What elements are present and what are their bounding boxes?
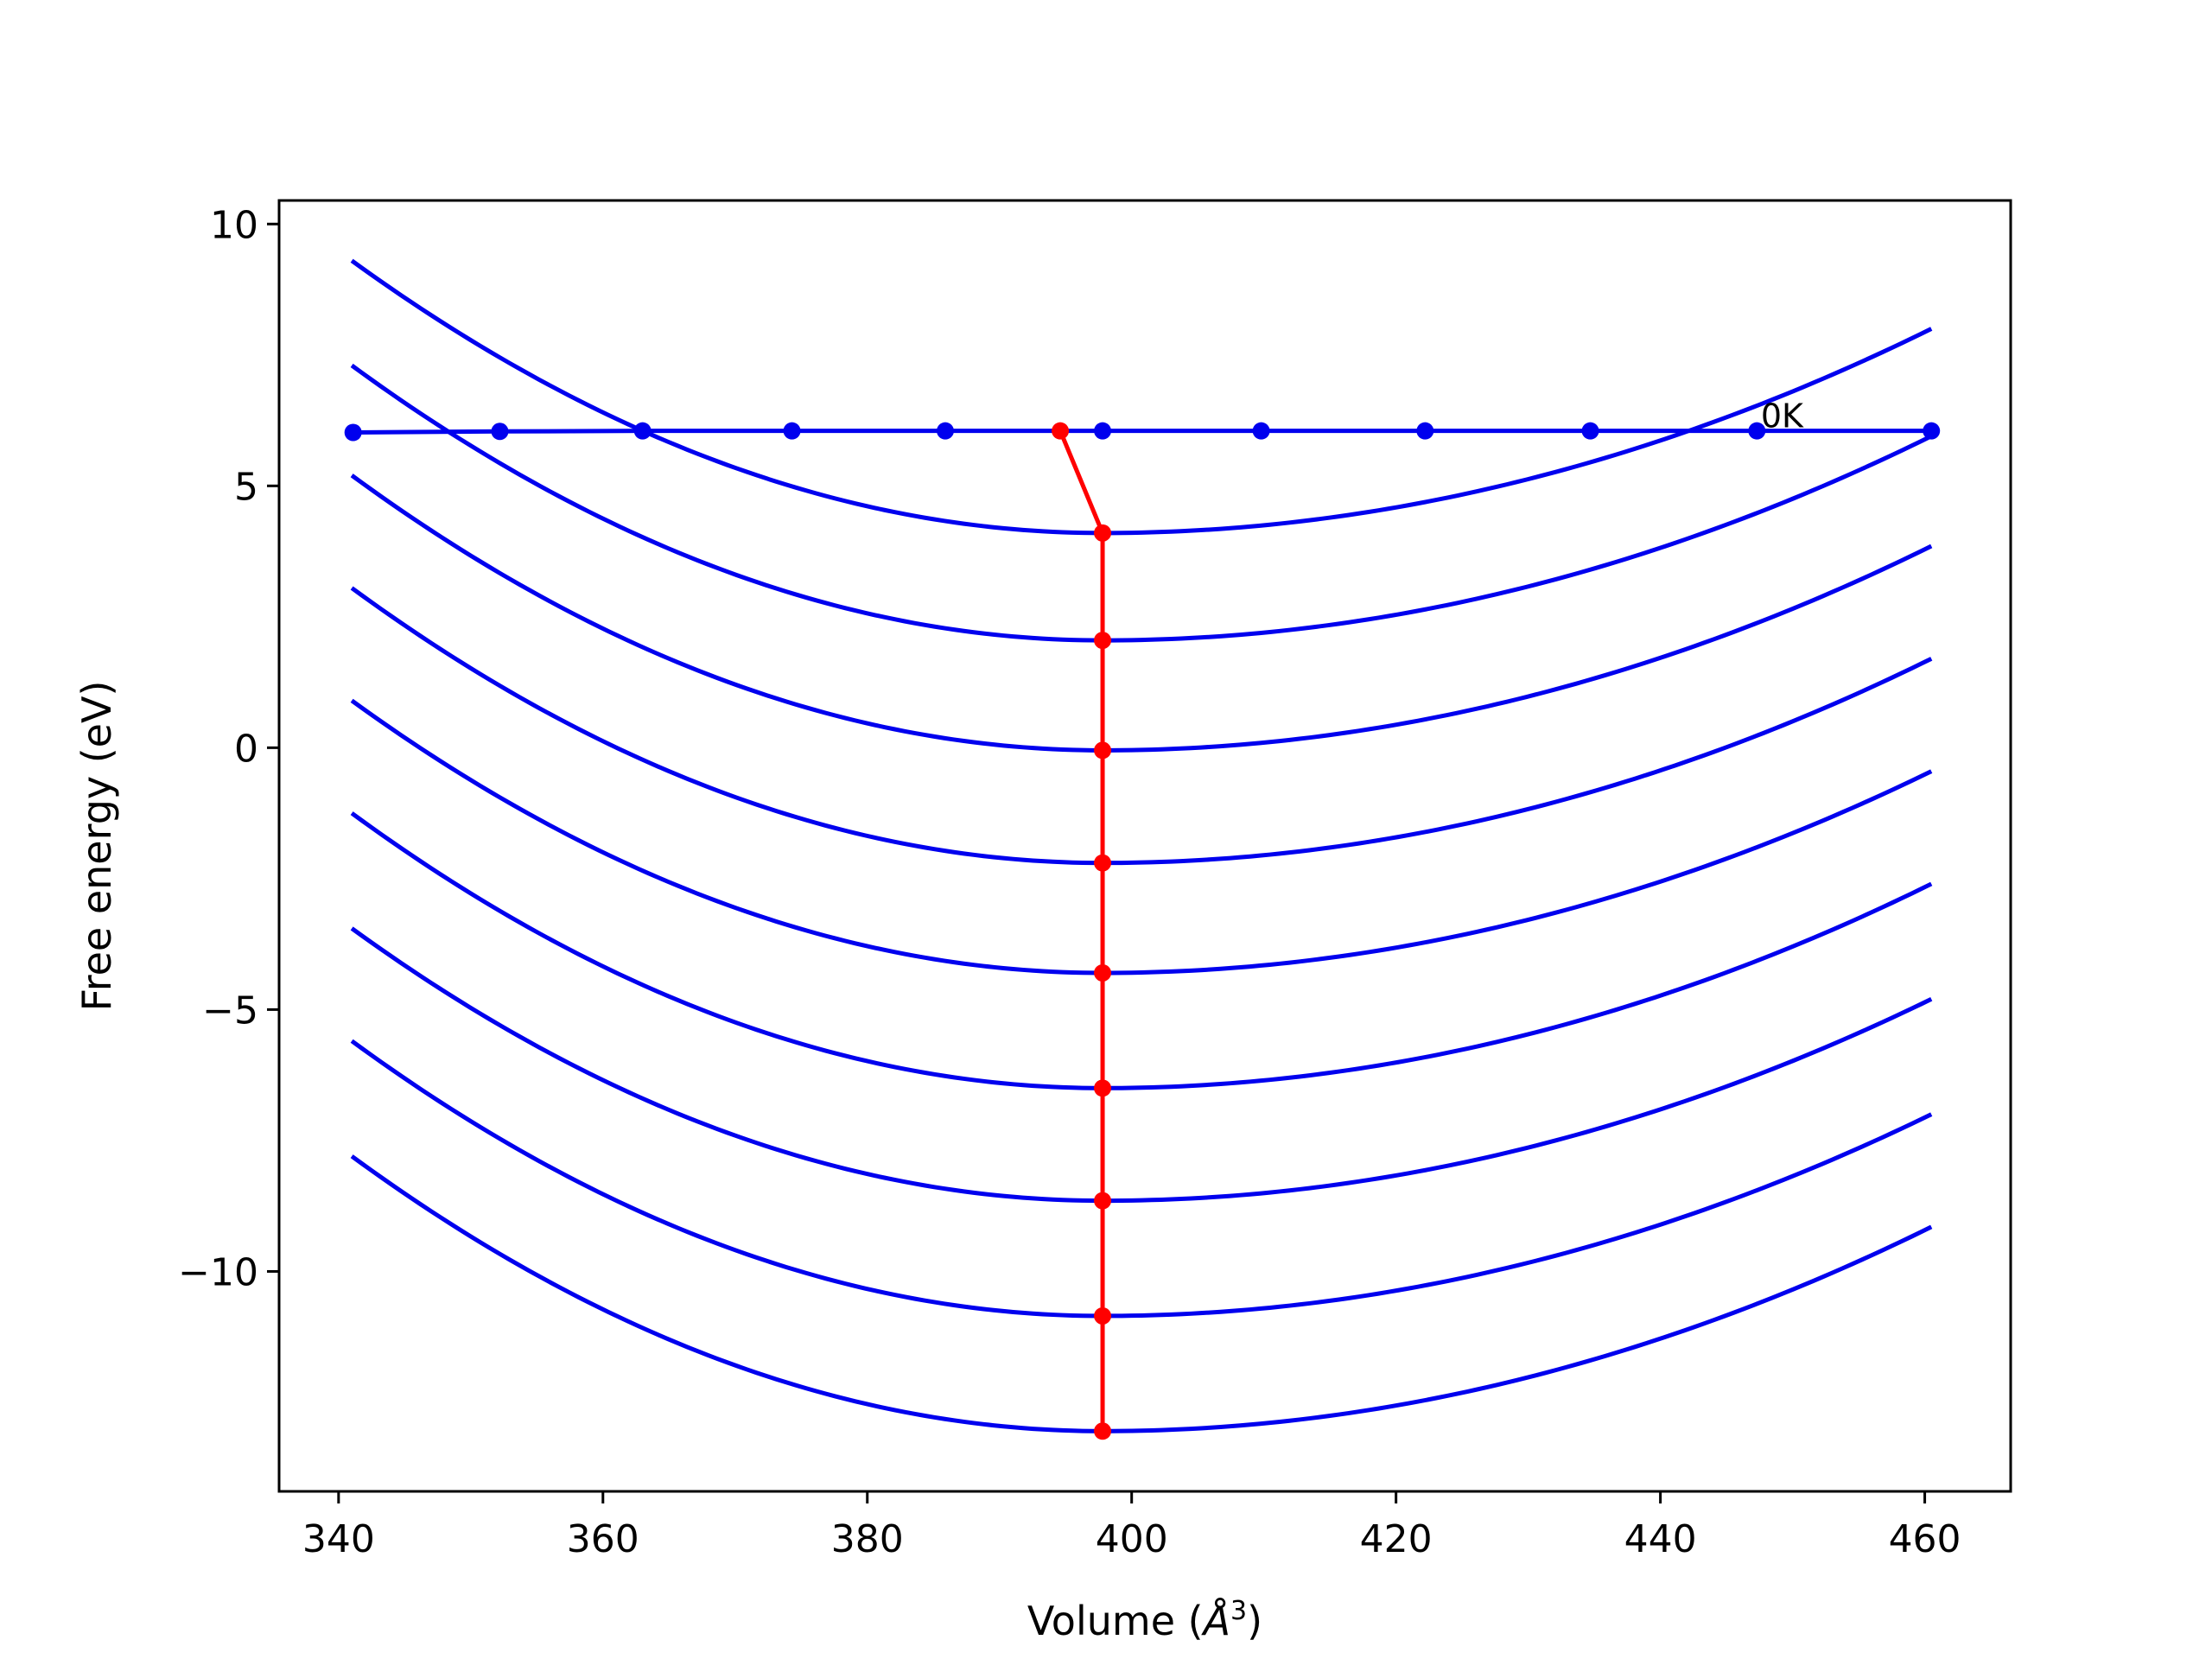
reference-line [353, 429, 1932, 435]
y-tick-label: −10 [178, 1250, 258, 1294]
y-tick-label: 5 [234, 465, 258, 509]
free-energy-curve [350, 363, 1933, 643]
reference-point [1252, 422, 1270, 440]
reference-point [633, 422, 652, 440]
minimum-point [1094, 741, 1112, 760]
reference-point [344, 423, 362, 442]
x-axis: 340 360 380 400 420 440 460 [302, 1491, 1961, 1561]
minimum-path-line [1058, 429, 1105, 1432]
x-axis-label: Volume (Å3) [1027, 1596, 1262, 1644]
free-energy-curve [350, 698, 1933, 976]
minimum-point [1094, 963, 1112, 982]
minimum-point [1094, 524, 1112, 542]
x-tick-label: 340 [302, 1517, 375, 1561]
free-energy-curve [350, 586, 1933, 866]
plot-frame [277, 199, 2012, 1493]
reference-point [1923, 422, 1941, 440]
y-tick-label: 10 [210, 203, 258, 247]
x-axis-label-close: ) [1247, 1598, 1262, 1644]
y-tick-label: −5 [202, 988, 258, 1033]
reference-point [1094, 422, 1112, 440]
y-tick-label: 0 [234, 727, 258, 771]
y-axis-label: Free energy (eV) [73, 681, 120, 1012]
x-axis-label-unit: Å [1201, 1598, 1230, 1644]
free-energy-curve [350, 474, 1933, 753]
minimum-point [1094, 854, 1112, 872]
x-tick-label: 420 [1360, 1517, 1433, 1561]
x-tick-label: 360 [567, 1517, 639, 1561]
x-tick-label: 400 [1096, 1517, 1168, 1561]
free-energy-curve [350, 1154, 1933, 1433]
reference-point [1416, 422, 1434, 440]
x-tick-label: 440 [1624, 1517, 1697, 1561]
x-tick-label: 460 [1889, 1517, 1961, 1561]
reference-point [1581, 422, 1599, 440]
minimum-point [1094, 1306, 1112, 1325]
minimum-point [1094, 1192, 1112, 1210]
x-axis-label-main: Volume ( [1027, 1598, 1204, 1644]
curves-layer [350, 258, 1933, 1433]
y-axis: −10 −5 0 5 10 [178, 203, 279, 1294]
minimum-point [1094, 1079, 1112, 1097]
free-energy-curve [350, 926, 1933, 1204]
reference-point [1748, 422, 1766, 440]
x-axis-label-sup: 3 [1230, 1596, 1247, 1626]
reference-line-label: 0K [1761, 397, 1804, 435]
reference-point [783, 422, 801, 440]
free-energy-curve [350, 1039, 1933, 1319]
reference-point [491, 423, 509, 441]
free-energy-curve [350, 258, 1933, 536]
minimum-point [1094, 632, 1112, 650]
minimum-path-layer [1052, 422, 1112, 1440]
reference-point [937, 422, 955, 440]
free-energy-curve [350, 811, 1933, 1090]
minimum-point [1052, 422, 1070, 440]
minimum-point [1094, 1422, 1112, 1440]
x-tick-label: 380 [831, 1517, 904, 1561]
reference-line-layer [344, 422, 1941, 442]
